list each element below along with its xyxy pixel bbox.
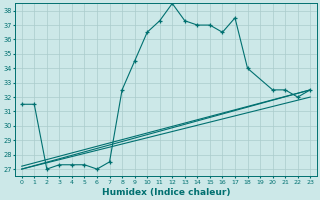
X-axis label: Humidex (Indice chaleur): Humidex (Indice chaleur)	[102, 188, 230, 197]
